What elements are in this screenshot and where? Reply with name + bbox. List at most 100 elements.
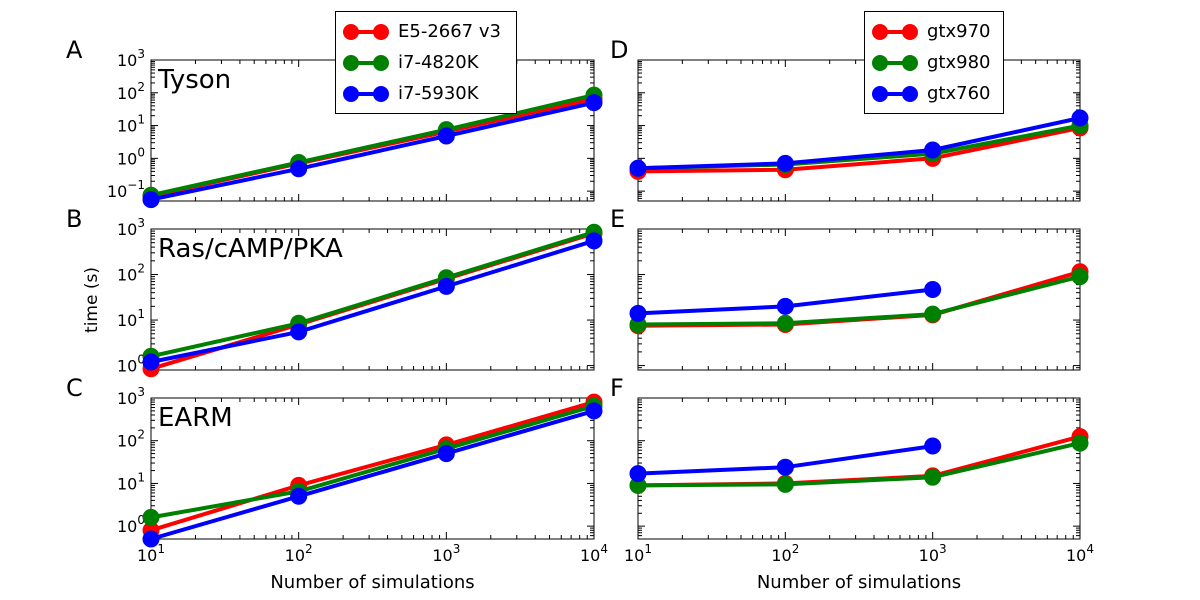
legend-swatch bbox=[872, 23, 918, 40]
series-line bbox=[150, 230, 595, 359]
legend-entry: gtx980 bbox=[871, 47, 995, 78]
x-tick-label: 104 bbox=[580, 542, 608, 565]
data-point bbox=[924, 280, 942, 298]
series-line bbox=[150, 238, 595, 364]
legend-label: gtx760 bbox=[927, 83, 991, 104]
legend-swatch bbox=[872, 54, 918, 71]
legend-label: gtx980 bbox=[927, 52, 991, 73]
series-line bbox=[637, 116, 1081, 171]
legend-gpu: gtx970 gtx980 gtx760 bbox=[864, 11, 1004, 114]
series-line bbox=[637, 441, 1081, 488]
data-point bbox=[776, 297, 794, 315]
x-axis-label: Number of simulations bbox=[757, 572, 961, 593]
y-tick-label: 101 bbox=[117, 113, 145, 136]
y-tick-label: 102 bbox=[117, 262, 145, 285]
legend-swatch bbox=[343, 23, 389, 40]
legend-label: i7-4820K bbox=[398, 52, 479, 73]
series-i7-5930k bbox=[142, 94, 603, 209]
data-point bbox=[290, 160, 308, 178]
panel-e: E bbox=[610, 205, 1089, 371]
x-tick-label: 104 bbox=[1066, 542, 1094, 565]
panel-d: D bbox=[610, 36, 1089, 202]
x-tick-label: 102 bbox=[771, 542, 799, 565]
data-point bbox=[776, 475, 794, 493]
panel-letter: D bbox=[610, 36, 628, 64]
y-tick-label: 10−1 bbox=[107, 178, 145, 201]
series-gtx970 bbox=[629, 119, 1089, 180]
x-tick-label: 103 bbox=[919, 542, 947, 565]
series-line bbox=[637, 274, 1081, 327]
data-point bbox=[585, 94, 603, 112]
data-point bbox=[142, 353, 160, 371]
legend-cpu: E5-2667 v3 i7-4820K i7-5930K bbox=[335, 11, 517, 114]
y-tick-label: 100 bbox=[117, 145, 145, 168]
series-line bbox=[150, 100, 595, 202]
data-point bbox=[142, 508, 160, 526]
data-point bbox=[585, 232, 603, 250]
y-tick-label: 101 bbox=[117, 470, 145, 493]
series-gtx980 bbox=[629, 268, 1089, 333]
data-point bbox=[924, 468, 942, 486]
panel-frame bbox=[150, 397, 595, 540]
series-line bbox=[150, 400, 595, 533]
y-tick-label: 103 bbox=[117, 47, 145, 70]
data-point bbox=[437, 127, 455, 145]
data-point bbox=[1071, 434, 1089, 452]
legend-entry: gtx760 bbox=[871, 78, 995, 109]
series-i7-5930k bbox=[142, 232, 603, 371]
series-gtx760 bbox=[629, 109, 1089, 177]
data-point bbox=[290, 323, 308, 341]
y-tick-label: 103 bbox=[117, 385, 145, 408]
data-point bbox=[437, 277, 455, 295]
legend-label: i7-5930K bbox=[398, 83, 479, 104]
y-axis-label: time (s) bbox=[82, 267, 102, 333]
series-line bbox=[637, 125, 1081, 174]
legend-entry: gtx970 bbox=[871, 16, 995, 47]
data-point bbox=[142, 530, 160, 548]
data-point bbox=[629, 159, 647, 177]
panel-title: EARM bbox=[158, 403, 233, 433]
panel-letter: E bbox=[610, 205, 625, 233]
data-point bbox=[290, 487, 308, 505]
data-point bbox=[776, 458, 794, 476]
panel-frame bbox=[637, 397, 1081, 540]
legend-swatch bbox=[872, 85, 918, 102]
data-point bbox=[437, 445, 455, 463]
panel-letter: C bbox=[66, 374, 83, 402]
x-axis-label: Number of simulations bbox=[270, 572, 474, 593]
panel-letter: F bbox=[610, 374, 624, 402]
series-line bbox=[150, 93, 595, 198]
y-tick-label: 100 bbox=[117, 353, 145, 376]
data-point bbox=[142, 191, 160, 209]
series-gtx760 bbox=[629, 280, 942, 322]
series-gtx760 bbox=[629, 437, 942, 483]
legend-label: gtx970 bbox=[927, 21, 991, 42]
data-point bbox=[1071, 268, 1089, 286]
series-line bbox=[150, 408, 595, 541]
data-point bbox=[629, 465, 647, 483]
series-gtx980 bbox=[629, 434, 1089, 494]
data-point bbox=[924, 141, 942, 159]
series-i7-5930k bbox=[142, 402, 603, 548]
legend-swatch bbox=[343, 54, 389, 71]
series-line bbox=[637, 434, 1081, 488]
data-point bbox=[924, 437, 942, 455]
y-tick-label: 101 bbox=[117, 307, 145, 330]
data-point bbox=[776, 314, 794, 332]
legend-entry: i7-4820K bbox=[342, 47, 508, 78]
panel-c: 100 101 102 103 C EARM 101 102 103 104 Number of s… bbox=[66, 374, 608, 593]
data-point bbox=[924, 305, 942, 323]
series-line bbox=[150, 404, 595, 520]
legend-swatch bbox=[343, 85, 389, 102]
panel-frame bbox=[150, 228, 595, 371]
panel-frame bbox=[637, 228, 1081, 371]
y-tick-label: 102 bbox=[117, 428, 145, 451]
data-point bbox=[1071, 109, 1089, 127]
panel-title: Tyson bbox=[157, 65, 231, 95]
panel-letter: A bbox=[66, 36, 83, 64]
legend-entry: i7-5930K bbox=[342, 78, 508, 109]
x-tick-label: 103 bbox=[432, 542, 460, 565]
x-tick-label: 101 bbox=[137, 542, 165, 565]
data-point bbox=[585, 402, 603, 420]
